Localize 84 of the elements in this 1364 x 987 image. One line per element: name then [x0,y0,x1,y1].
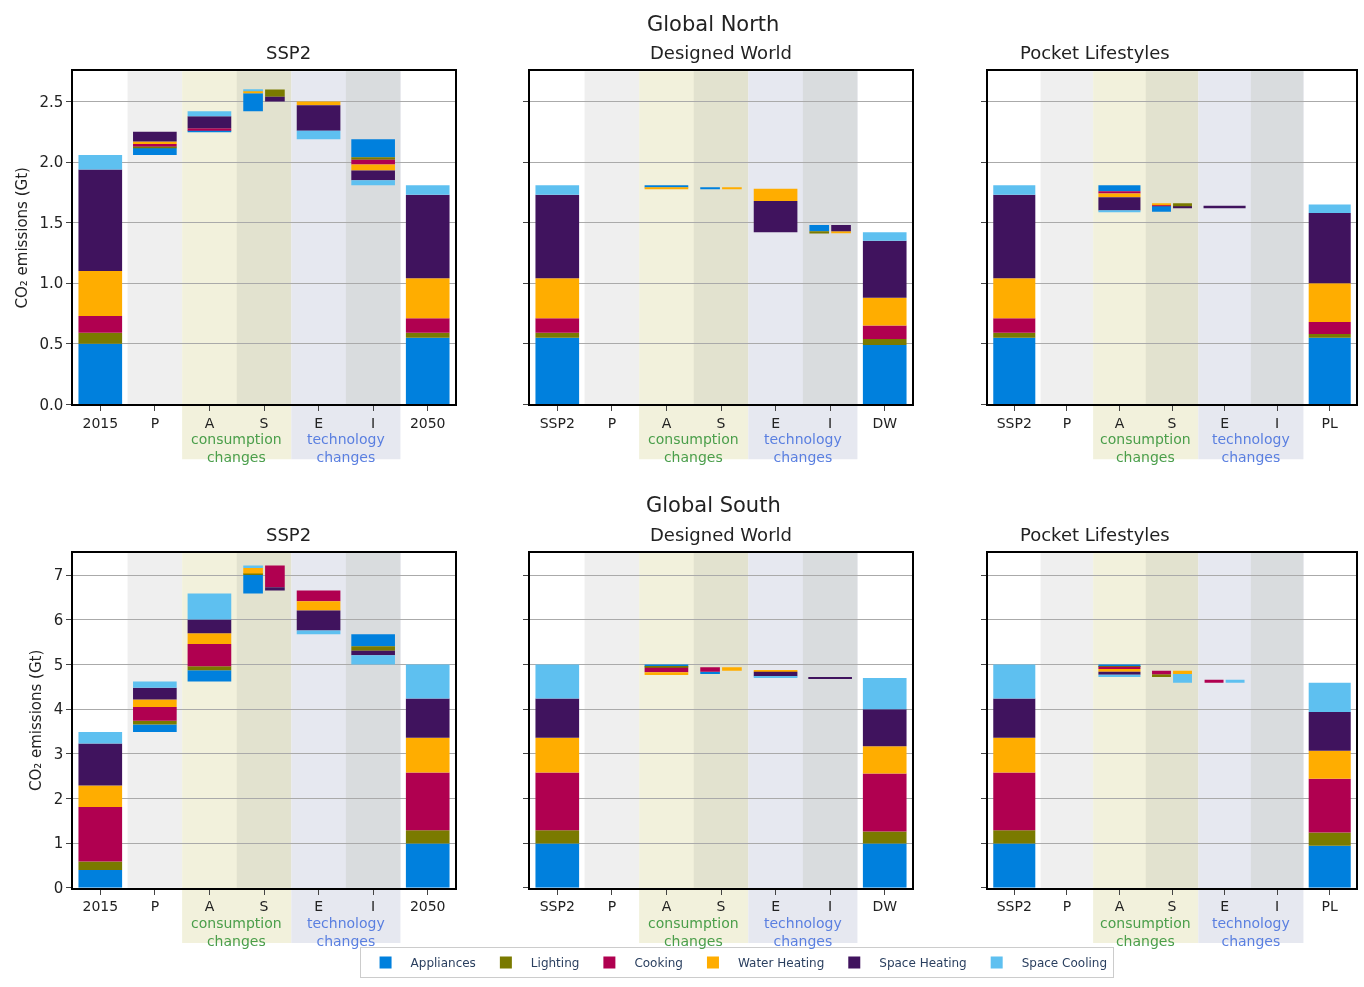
x-tick-label: P [150,898,160,915]
x-tick-label: E [771,898,780,915]
x-tick-label: PL [1321,898,1339,915]
x-tick-label: E [1220,898,1229,915]
chart-title: SSP2 [266,42,312,63]
x-tick-label: A [661,414,672,431]
x-tick-label: I [828,414,833,431]
x-tick-label: S [259,414,269,431]
x-tick-label: I [1275,898,1280,915]
x-tick-label: A [1114,414,1125,431]
x-tick-label: 2015 [82,898,119,915]
x-tick-label: P [607,414,617,431]
y-tick-label: 2.5 [39,92,64,111]
y-tick-label: 2 [53,789,64,808]
x-tick-label: P [150,414,160,431]
x-tick-label: SSP2 [996,414,1032,431]
x-tick-label: S [1167,898,1177,915]
band-label: technology changes [307,431,385,466]
x-tick-label: 2015 [82,414,119,431]
band-label: consumption changes [191,915,282,950]
legend-label: Cooking [634,956,683,971]
x-tick-label: P [1062,414,1072,431]
legend-label: Appliances [410,956,476,971]
y-tick-label: 3 [53,745,64,764]
x-tick-label: A [1114,898,1125,915]
x-tick-label: DW [872,414,898,431]
x-tick-label: A [204,898,215,915]
y-tick-label: 6 [53,611,64,630]
legend-label: Space Cooling [1021,956,1108,971]
x-tick-label: S [716,898,726,915]
x-tick-label: E [771,414,780,431]
band-label: consumption changes [648,915,739,950]
text: Global North [647,12,780,36]
x-tick-label: I [1275,414,1280,431]
band-label: consumption changes [648,431,739,466]
x-tick-label: E [314,898,323,915]
x-tick-label: P [607,898,617,915]
x-tick-label: DW [872,898,898,915]
text: Global South [646,493,781,517]
x-tick-label: SSP2 [996,898,1032,915]
x-tick-label: E [1220,414,1229,431]
band-label: consumption changes [1100,431,1191,466]
x-tick-label: S [716,414,726,431]
y-tick-label: 2.0 [39,153,64,172]
x-tick-label: I [828,898,833,915]
y-axis-title: CO₂ emissions (Gt) [13,167,32,309]
x-tick-label: P [1062,898,1072,915]
y-tick-label: 0.5 [39,334,64,353]
band-label: technology changes [307,915,385,950]
x-tick-label: 2050 [409,414,446,431]
y-axis-title: CO₂ emissions (Gt) [27,649,46,792]
legend-label: Lighting [530,956,580,971]
band-label: consumption changes [1100,915,1191,950]
chart-title: Pocket Lifestyles [1020,524,1170,545]
x-tick-label: A [661,898,672,915]
band-label: consumption changes [191,431,282,466]
x-tick-label: I [371,414,376,431]
x-tick-label: S [1167,414,1177,431]
x-tick-label: A [204,414,215,431]
x-tick-label: SSP2 [539,898,575,915]
y-tick-label: 1 [53,834,64,853]
y-tick-label: 7 [53,566,64,585]
legend-label: Space Heating [879,956,967,971]
x-tick-label: 2050 [409,898,446,915]
x-tick-label: S [259,898,269,915]
chart-title: Pocket Lifestyles [1020,42,1170,63]
y-tick-label: 5 [53,655,64,674]
band-label: technology changes [764,431,842,466]
chart-title: SSP2 [266,524,312,545]
y-tick-label: 1.5 [39,213,64,232]
band-label: technology changes [1212,915,1290,950]
legend-label: Water Heating [737,956,825,971]
x-tick-label: I [371,898,376,915]
y-tick-label: 0.0 [39,395,64,414]
y-tick-label: 4 [53,700,64,719]
chart-title: Designed World [650,42,792,63]
band-label: technology changes [764,915,842,950]
x-tick-label: PL [1321,414,1339,431]
x-tick-label: SSP2 [539,414,575,431]
x-tick-label: E [314,414,323,431]
y-tick-label: 0 [53,879,64,898]
y-tick-label: 1.0 [39,274,64,293]
band-label: technology changes [1212,431,1290,466]
chart-title: Designed World [650,524,792,545]
